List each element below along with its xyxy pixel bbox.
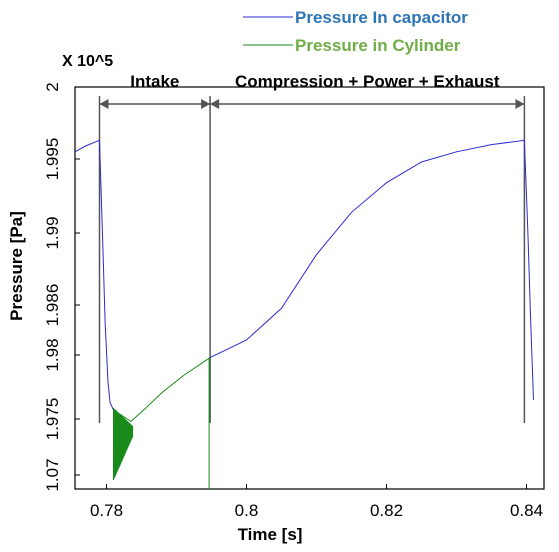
y-tick-label: 1.975 (43, 398, 62, 441)
x-axis: 0.78 0.8 0.82 0.84 (90, 484, 543, 520)
series-line-2 (209, 139, 534, 400)
arrow-head (515, 99, 525, 109)
legend-entry-capacitor: Pressure In capacitor (295, 8, 468, 27)
legend: Pressure In capacitor Pressure in Cylind… (243, 8, 468, 55)
y-axis: 1.07 1.975 1.98 1.986 1.99 1.995 2 (43, 82, 80, 492)
y-multiplier-label: X 10^5 (62, 53, 113, 70)
x-axis-label: Time [s] (238, 525, 303, 544)
y-axis-label: Pressure [Pa] (7, 211, 26, 321)
x-tick-label: 0.84 (510, 501, 543, 520)
arrow-head (99, 99, 109, 109)
arrow-head (210, 99, 220, 109)
x-tick-label: 0.82 (370, 501, 403, 520)
y-tick-label: 1.07 (43, 458, 62, 491)
phase-annotations: Intake Compression + Power + Exhaust (98, 72, 526, 423)
series-layer (74, 139, 534, 489)
x-tick-label: 0.78 (90, 501, 123, 520)
x-tick-label: 0.8 (235, 501, 259, 520)
series-line-1 (113, 357, 211, 423)
y-tick-label: 1.995 (43, 138, 62, 181)
phase-label: Intake (130, 72, 179, 91)
series-line-0 (74, 139, 114, 411)
arrow-head (201, 99, 211, 109)
legend-entry-cylinder: Pressure in Cylinder (295, 36, 461, 55)
y-tick-label: 2 (43, 82, 62, 91)
phase-label: Compression + Power + Exhaust (235, 72, 500, 91)
plot-frame (74, 86, 545, 490)
cylinder-oscillation (113, 408, 134, 480)
y-tick-label: 1.98 (43, 338, 62, 371)
y-tick-label: 1.99 (43, 216, 62, 249)
y-tick-label: 1.986 (43, 284, 62, 327)
